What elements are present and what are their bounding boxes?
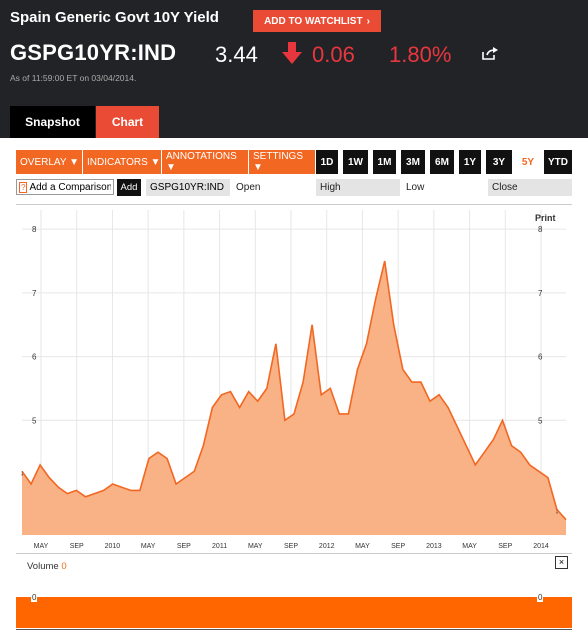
volume-label: Volume 0 [27,561,67,572]
range-1w[interactable]: 1W [343,150,368,174]
x-tick-label: MAY [462,543,477,550]
range-5y[interactable]: 5Y [517,150,539,174]
compare-row: ? Add a Comparison Add GSPG10YR:IND Open… [16,179,572,197]
y-tick-label-left: 6 [32,353,37,362]
legend-close: Close [488,179,572,196]
add-to-watchlist-button[interactable]: ADD TO WATCHLIST › [253,10,381,32]
x-tick-label: 2010 [105,543,121,550]
quote-header: Spain Generic Govt 10Y Yield ADD TO WATC… [0,0,588,138]
x-tick-label: SEP [391,543,405,550]
legend-high: High [316,179,400,196]
x-tick-label: SEP [284,543,298,550]
x-tick-label: 2014 [533,543,549,550]
compare-placeholder: Add a Comparison [29,181,111,193]
x-tick-label: SEP [70,543,84,550]
legend-open: Open [236,182,261,193]
legend-low: Low [406,182,425,193]
last-price: 3.44 [215,42,258,67]
x-tick-label: MAY [248,543,263,550]
add-comparison-button[interactable]: Add [117,179,141,196]
x-tick-label: MAY [355,543,370,550]
volume-bar [16,597,572,628]
legend-symbol: GSPG10YR:IND [146,179,230,196]
settings-menu[interactable]: SETTINGS ▼ [249,150,315,174]
volume-panel: 0 0 [16,573,572,630]
tab-chart[interactable]: Chart [96,106,159,138]
y-tick-label-right: 5 [538,416,543,425]
ticker-symbol: GSPG10YR:IND [10,40,177,65]
x-tick-label: MAY [141,543,156,550]
page-title: Spain Generic Govt 10Y Yield [10,9,219,26]
volume-tick-left: 0 [31,593,38,602]
y-tick-label-left: 5 [32,416,37,425]
y-tick-label-right: 7 [538,289,543,298]
share-icon[interactable] [482,46,498,60]
range-6m[interactable]: 6M [430,150,454,174]
range-ytd[interactable]: YTD [544,150,572,174]
print-button[interactable]: Print [535,213,556,223]
price-change: 0.06 [312,42,355,67]
x-tick-label: 2011 [212,543,227,550]
watchlist-label: ADD TO WATCHLIST [264,15,363,27]
range-3y[interactable]: 3Y [486,150,512,174]
chart-svg: 5 5 6 6 7 7 8 8 ↓ ↓ MAY SEP 2010 MAY SEP 2011 MAY SEP 2012… [20,210,567,550]
x-tick-label: SEP [498,543,512,550]
indicators-menu[interactable]: INDICATORS ▼ [83,150,161,174]
as-of-timestamp: As of 11:59:00 ET on 03/04/2014. [10,73,137,83]
volume-tick-right: 0 [537,593,544,602]
x-tick-label: 2013 [426,543,442,550]
range-1d[interactable]: 1D [316,150,338,174]
y-tick-label-right: 6 [538,353,543,362]
down-arrow-icon [282,42,302,64]
volume-value: 0 [61,561,67,572]
y-tick-label-left: 8 [32,225,37,234]
volume-title: Volume [27,561,59,572]
help-icon: ? [19,181,28,193]
y-tick-label-right: 8 [538,225,543,234]
y-tick-label-left: 7 [32,289,37,298]
overlay-menu[interactable]: OVERLAY ▼ [16,150,82,174]
chart-toolbar: OVERLAY ▼ INDICATORS ▼ ANNOTATIONS ▼ SET… [16,150,572,174]
annotations-menu[interactable]: ANNOTATIONS ▼ [162,150,248,174]
close-icon[interactable]: × [555,556,568,569]
chart-marker: ↓ [20,468,24,477]
series-line [21,260,567,521]
price-change-percent: 1.80% [389,42,452,67]
chart-marker: ↓ [555,507,559,516]
chevron-right-icon: › [366,15,370,27]
x-tick-label: SEP [177,543,191,550]
range-3m[interactable]: 3M [401,150,425,174]
range-1m[interactable]: 1M [373,150,396,174]
compare-input[interactable]: ? Add a Comparison [16,179,114,195]
x-tick-label: 2012 [319,543,335,550]
range-1y[interactable]: 1Y [459,150,481,174]
series-area [22,261,566,535]
tab-snapshot[interactable]: Snapshot [10,106,95,138]
yield-chart[interactable]: 5 5 6 6 7 7 8 8 ↓ ↓ MAY SEP 2010 MAY SEP 2011 MAY SEP 2012… [16,204,572,554]
x-tick-label: MAY [34,543,49,550]
